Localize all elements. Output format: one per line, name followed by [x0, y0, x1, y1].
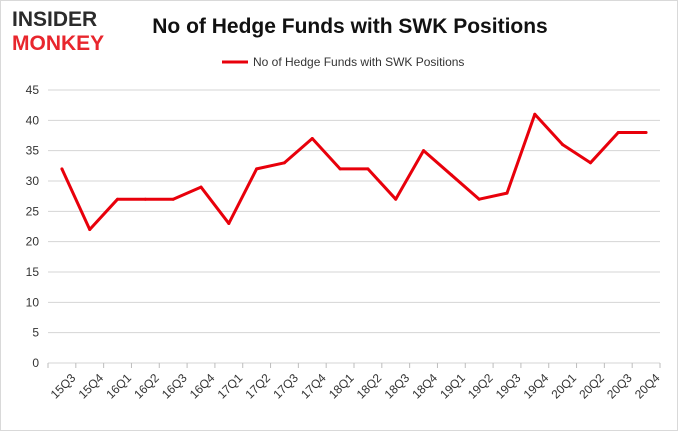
chart-title-wrap: No of Hedge Funds with SWK Positions	[0, 15, 680, 39]
data-point	[366, 167, 370, 171]
x-tick-label: 18Q1	[326, 371, 357, 402]
data-point	[199, 185, 203, 189]
data-point	[616, 130, 620, 134]
data-point	[588, 161, 592, 165]
data-point	[449, 173, 453, 177]
data-point	[310, 137, 314, 141]
data-point	[533, 112, 537, 116]
x-tick-label: 16Q3	[159, 371, 190, 402]
data-point	[171, 197, 175, 201]
data-point	[394, 197, 398, 201]
chart-title: No of Hedge Funds with SWK Positions	[152, 15, 548, 38]
y-tick-label: 5	[32, 326, 39, 340]
data-point	[60, 167, 64, 171]
logo-line2: MONKEY	[12, 32, 104, 54]
x-tick-label: 19Q1	[437, 371, 468, 402]
y-tick-label: 10	[26, 295, 40, 309]
data-point	[477, 197, 481, 201]
y-tick-label: 45	[26, 83, 40, 97]
data-point	[338, 167, 342, 171]
data-point	[644, 130, 648, 134]
x-tick-label: 18Q2	[354, 371, 385, 402]
y-tick-label: 20	[26, 235, 40, 249]
x-tick-label: 17Q3	[270, 371, 301, 402]
x-tick-label: 15Q4	[76, 371, 107, 402]
data-point	[88, 228, 92, 232]
data-point	[116, 197, 120, 201]
logo-line1: INSIDER	[12, 8, 97, 31]
grid-layer	[48, 89, 660, 364]
x-tick-label: 15Q3	[48, 371, 79, 402]
x-tick-label: 20Q2	[576, 371, 607, 402]
y-tick-label: 0	[32, 356, 39, 370]
data-point	[422, 149, 426, 153]
data-point	[143, 197, 147, 201]
x-tick-label: 19Q3	[493, 371, 524, 402]
x-tick-label: 18Q4	[409, 371, 440, 402]
axis-layer: 0 5 10 15 20 25 30 35 40 45 15Q315Q416Q116Q216Q316…	[26, 83, 663, 402]
x-tick-label: 20Q1	[548, 371, 579, 402]
y-tick-label: 40	[26, 113, 40, 127]
data-point	[255, 167, 259, 171]
x-tick-label: 17Q1	[215, 371, 246, 402]
y-tick-label: 15	[26, 265, 40, 279]
x-tick-label: 18Q3	[382, 371, 413, 402]
x-tick-label: 20Q4	[632, 371, 663, 402]
data-point	[505, 191, 509, 195]
y-tick-label: 30	[26, 174, 40, 188]
x-tick-label: 16Q2	[131, 371, 162, 402]
x-tick-label: 20Q3	[604, 371, 635, 402]
series-line	[60, 112, 647, 232]
x-tick-label: 19Q2	[465, 371, 496, 402]
y-tick-label: 35	[26, 144, 40, 158]
data-point	[282, 161, 286, 165]
data-point	[227, 221, 231, 225]
x-tick-label: 17Q2	[242, 371, 273, 402]
series-layer	[60, 112, 648, 232]
legend-label: No of Hedge Funds with SWK Positions	[253, 55, 464, 69]
x-tick-label: 16Q1	[103, 371, 134, 402]
x-tick-label: 19Q4	[521, 371, 552, 402]
x-tick-label: 16Q4	[187, 371, 218, 402]
x-tick-label: 17Q4	[298, 371, 329, 402]
data-point	[561, 143, 565, 147]
insider-monkey-logo: INSIDER MONKEY	[12, 8, 104, 54]
legend-layer: No of Hedge Funds with SWK Positions	[222, 55, 464, 69]
y-tick-label: 25	[26, 204, 40, 218]
